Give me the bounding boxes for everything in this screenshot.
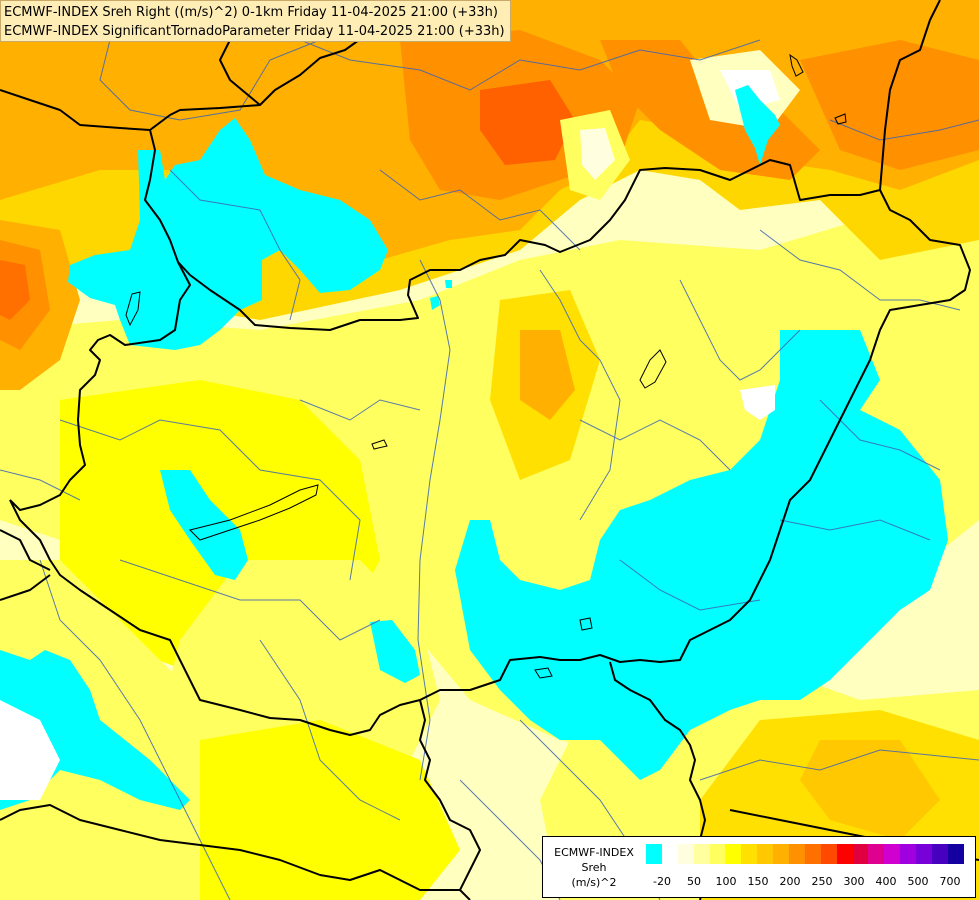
legend-tick-label: 700 xyxy=(939,875,961,888)
legend-swatch xyxy=(868,844,885,864)
legend-title-model: ECMWF-INDEX xyxy=(554,846,634,859)
legend-tick-label: 100 xyxy=(715,875,737,888)
legend-tick-label: 50 xyxy=(687,875,701,888)
helicity-negative-cyan-areas xyxy=(0,85,948,810)
legend-swatch xyxy=(947,844,964,864)
legend-tick-label: 250 xyxy=(811,875,833,888)
map-title-box: ECMWF-INDEX Sreh Right ((m/s)^2) 0-1km F… xyxy=(0,0,511,42)
legend-swatch xyxy=(757,844,774,864)
legend-tick-label: 300 xyxy=(843,875,865,888)
legend-swatch xyxy=(820,844,837,864)
legend-swatch xyxy=(836,844,853,864)
legend-swatch xyxy=(741,844,758,864)
color-legend: ECMWF-INDEX Sreh (m/s)^2 -20 50 100 150 200 2… xyxy=(542,836,976,898)
legend-swatch xyxy=(709,844,726,864)
legend-swatch xyxy=(900,844,917,864)
title-line-sreh: ECMWF-INDEX Sreh Right ((m/s)^2) 0-1km F… xyxy=(4,5,498,20)
legend-title: ECMWF-INDEX Sreh (m/s)^2 xyxy=(545,845,643,890)
legend-swatch xyxy=(677,844,694,864)
legend-swatch xyxy=(789,844,805,864)
legend-tick-label: 500 xyxy=(907,875,929,888)
legend-swatch xyxy=(932,844,948,864)
legend-title-unit: (m/s)^2 xyxy=(571,876,617,889)
legend-swatch-row xyxy=(646,844,964,864)
legend-swatch xyxy=(693,844,710,864)
title-line-stp: ECMWF-INDEX SignificantTornadoParameter … xyxy=(4,24,505,39)
legend-tick-labels: -20 50 100 150 200 250 300 400 500 700 xyxy=(646,875,966,891)
legend-swatch xyxy=(773,844,790,864)
legend-swatch xyxy=(661,844,678,864)
legend-swatch xyxy=(916,844,933,864)
legend-swatch xyxy=(725,844,742,864)
legend-swatch xyxy=(884,844,901,864)
legend-swatch xyxy=(804,844,821,864)
legend-swatch xyxy=(852,844,869,864)
legend-tick-label: 150 xyxy=(747,875,769,888)
legend-title-parameter: Sreh xyxy=(581,861,607,874)
legend-tick-label: 200 xyxy=(779,875,801,888)
legend-tick-label: -20 xyxy=(653,875,671,888)
legend-swatch xyxy=(646,844,662,864)
legend-tick-label: 400 xyxy=(875,875,897,888)
lake-outlines xyxy=(125,53,847,679)
